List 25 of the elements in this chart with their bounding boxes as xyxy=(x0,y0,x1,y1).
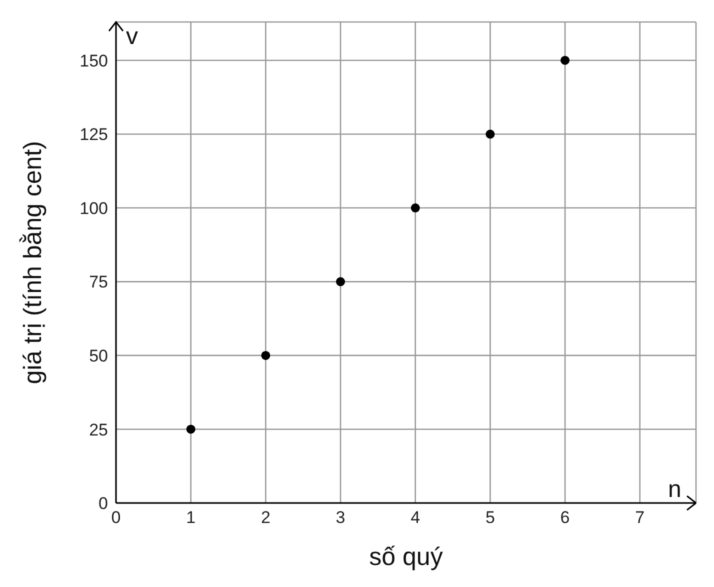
x-tick-label: 1 xyxy=(186,508,196,528)
x-tick-label: 4 xyxy=(410,508,420,528)
point xyxy=(560,56,570,65)
y-tick-label: 25 xyxy=(89,420,108,440)
x-tick-label: 0 xyxy=(111,508,121,528)
annotation: v xyxy=(126,23,138,50)
x-tick-label: 3 xyxy=(336,508,346,528)
x-tick-label: 7 xyxy=(635,508,645,528)
y-tick-label: 150 xyxy=(80,51,108,70)
y-axis-title: giá trị (tính bằng cent) xyxy=(18,140,47,384)
x-axis-title: số quý xyxy=(369,543,444,571)
x-tick-label: 6 xyxy=(560,508,570,528)
point xyxy=(261,350,270,360)
y-tick-label: 125 xyxy=(80,125,108,144)
annotation: n xyxy=(668,476,682,503)
y-tick-label: 0 xyxy=(98,494,108,514)
y-tick-label: 75 xyxy=(89,272,108,292)
x-tick-label: 2 xyxy=(260,508,270,528)
y-tick-label: 50 xyxy=(89,346,108,366)
point xyxy=(336,277,346,286)
point xyxy=(186,424,196,434)
point xyxy=(486,130,495,139)
y-tick-label: 100 xyxy=(80,198,108,218)
x-tick-label: 5 xyxy=(485,508,495,528)
point xyxy=(410,203,420,212)
